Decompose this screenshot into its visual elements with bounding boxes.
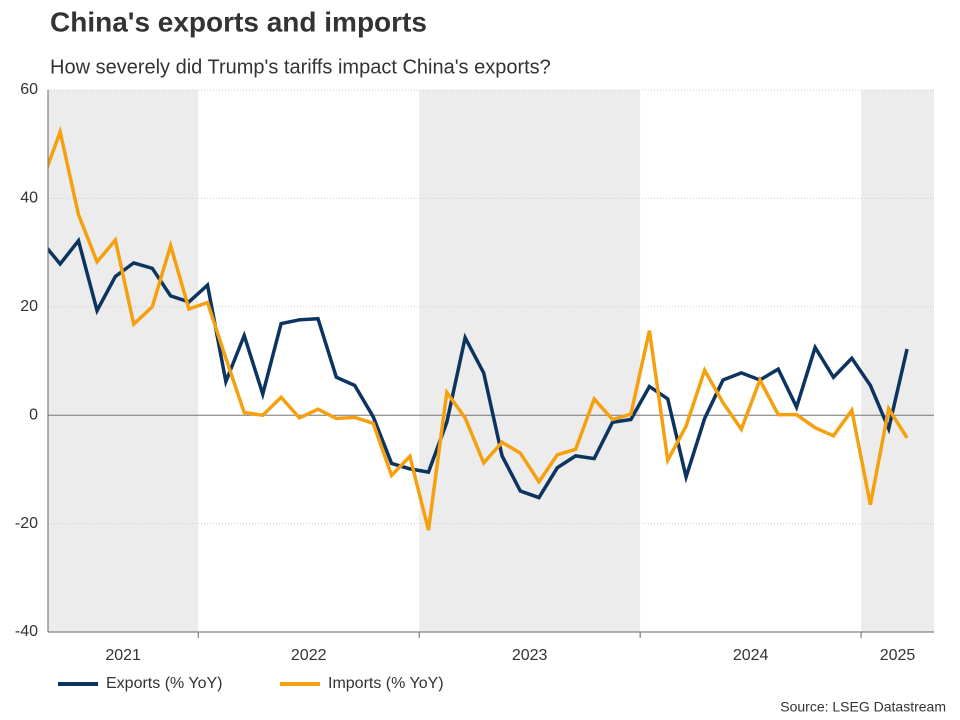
series-line [48,125,909,531]
x-tick-label: 2022 [291,647,327,664]
chart-subtitle: How severely did Trump's tariffs impact … [50,56,551,78]
year-band [48,90,199,632]
source-note: Source: LSEG Datastream [780,699,946,715]
x-tick-label: 2023 [512,647,548,664]
x-tick-label: 2024 [733,647,769,664]
x-tick-label: 2021 [105,647,141,664]
y-tick-label: -20 [15,515,38,532]
chart-title: China's exports and imports [50,6,427,37]
y-tick-label: 0 [29,406,38,423]
year-band [419,90,641,632]
legend-label: Imports (% YoY) [328,675,444,692]
y-tick-label: 60 [20,81,38,98]
x-tick-label: 2025 [880,647,916,664]
y-tick-label: 20 [20,298,38,315]
y-tick-label: 40 [20,190,38,207]
y-tick-label: -40 [15,623,38,640]
year-band [861,90,934,632]
legend-label: Exports (% YoY) [106,675,223,692]
